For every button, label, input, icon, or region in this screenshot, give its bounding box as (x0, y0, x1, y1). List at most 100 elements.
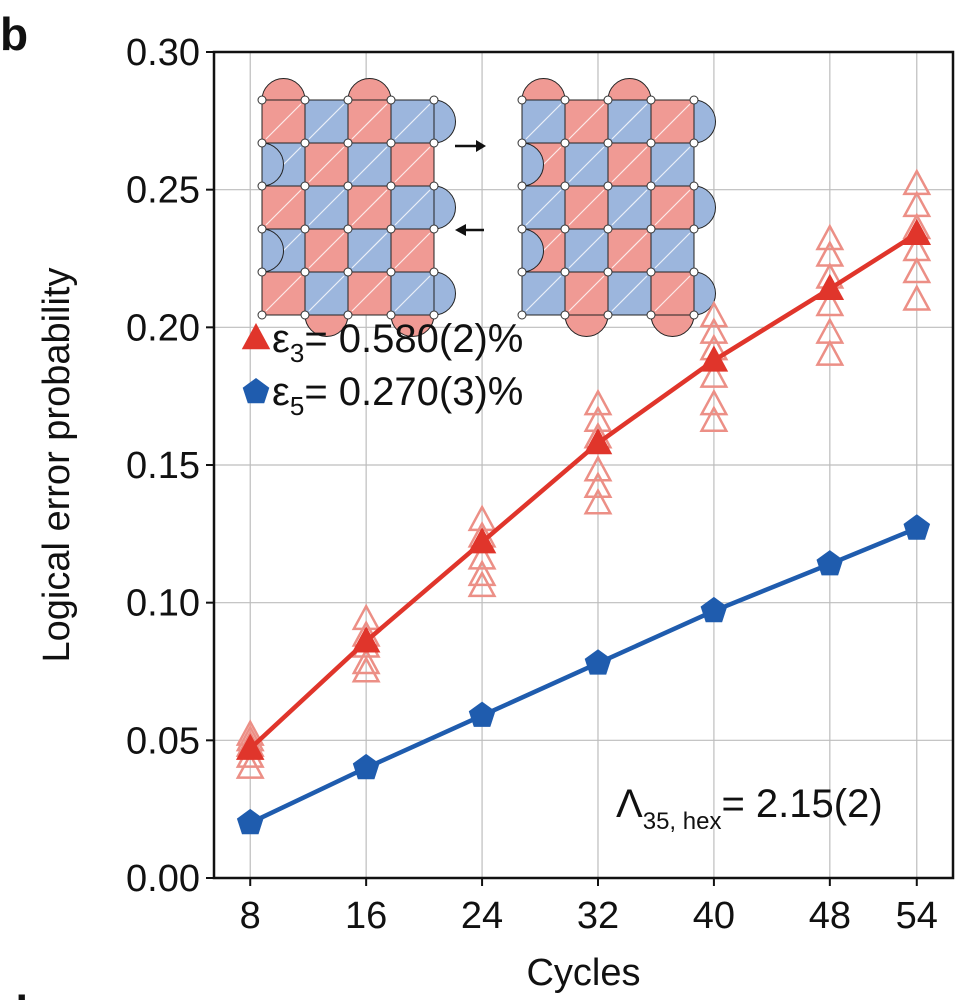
inset-boundary (433, 185, 456, 230)
inset-qubit (429, 138, 439, 148)
inset-qubit (429, 224, 439, 234)
inset-boundary (693, 271, 716, 316)
inset-qubit (343, 181, 353, 191)
inset-qubit (646, 95, 656, 105)
inset-qubit (386, 138, 396, 148)
inset-diagonal (611, 232, 648, 269)
marker-pentagon (903, 514, 931, 540)
inset-qubit (689, 181, 699, 191)
inset-diagonal (351, 146, 388, 183)
inset-diagonal (525, 189, 562, 226)
inset-diagonal (351, 275, 388, 312)
run-marker-triangle (699, 405, 729, 432)
inset-qubit (646, 267, 656, 277)
inset-diagonal (654, 146, 691, 183)
inset-boundary (304, 314, 349, 337)
inset-qubit (257, 224, 267, 234)
inset-qubit (517, 267, 527, 277)
inset-arrowhead (455, 224, 466, 236)
y-tick-label: 0.20 (126, 307, 200, 349)
run-marker-triangle (583, 471, 613, 499)
inset-qubit (429, 95, 439, 105)
inset-diagonal (265, 189, 302, 226)
run-marker-triangle (815, 339, 845, 366)
inset-boundary (693, 99, 716, 144)
inset-qubit (257, 138, 267, 148)
y-tick-label: 0.00 (126, 858, 200, 900)
marker-triangle (902, 218, 932, 245)
x-tick-label: 8 (240, 895, 261, 937)
run-marker-triangle (351, 655, 381, 683)
run-marker-triangle (902, 284, 932, 311)
run-marker-triangle (583, 388, 613, 416)
inset-boundary (261, 78, 306, 101)
lambda-symbol: Λ (616, 782, 643, 826)
inset-boundary (521, 78, 566, 101)
inset-qubit (300, 138, 310, 148)
x-tick-label: 48 (809, 895, 851, 937)
inset-diagonal (654, 275, 691, 312)
inset-arrowhead (476, 140, 486, 152)
series-layer (235, 168, 932, 835)
inset-diagonal (308, 232, 345, 269)
inset-qubit (689, 267, 699, 277)
inset-qubit (429, 267, 439, 277)
inset-diagonal (568, 146, 605, 183)
y-tick-label: 0.30 (126, 32, 200, 74)
inset-boundary (521, 228, 544, 273)
marker-pentagon (584, 649, 612, 675)
run-marker-triangle (583, 454, 613, 482)
legend-triangle-marker (241, 323, 271, 350)
marker-triangle (235, 733, 265, 760)
run-marker-triangle (699, 317, 729, 344)
inset-qubit (386, 310, 396, 320)
inset-qubit (603, 95, 613, 105)
legend-eps3-symbol: ε (272, 317, 290, 361)
marker-pentagon (700, 596, 728, 623)
x-axis-label: Cycles (526, 952, 640, 994)
inset-diagonal (611, 275, 648, 312)
inset-qubit (646, 138, 656, 148)
legend-pentagon-marker (242, 378, 270, 404)
inset-diagonal (394, 189, 431, 226)
inset-boundary (433, 99, 456, 144)
x-tick-label: 24 (461, 895, 503, 937)
legend-eps5-symbol: ε (272, 370, 290, 414)
inset-qubit (603, 138, 613, 148)
legend-eps3-subscript: 3 (290, 338, 304, 368)
inset-diagonal (525, 275, 562, 312)
surface-code-inset (257, 78, 716, 337)
marker-pentagon (816, 550, 844, 576)
inset-diagonal (611, 103, 648, 140)
inset-qubit (689, 95, 699, 105)
run-marker-triangle (583, 487, 613, 515)
inset-diagonal (611, 146, 648, 183)
run-marker-triangle (815, 289, 845, 317)
inset-qubit (300, 224, 310, 234)
inset-qubit (646, 224, 656, 234)
x-tick-label: 16 (345, 895, 387, 937)
inset-qubit (646, 310, 656, 320)
inset-qubit (603, 181, 613, 191)
inset-qubit (300, 181, 310, 191)
run-marker-triangle (815, 223, 845, 251)
inset-qubit (517, 310, 527, 320)
inset-qubit (689, 310, 699, 320)
inset-qubit (560, 310, 570, 320)
inset-qubit (429, 310, 439, 320)
lambda-value: = 2.15(2) (721, 782, 882, 826)
series-line-eps5 (249, 526, 918, 825)
inset-qubit (560, 267, 570, 277)
inset-qubit (560, 224, 570, 234)
inset-qubit (386, 95, 396, 105)
x-tick-label: 32 (577, 895, 619, 937)
marker-pentagon (468, 701, 496, 727)
lambda-annotation: Λ35, hex= 2.15(2) (616, 782, 883, 835)
inset-diagonal (568, 103, 605, 140)
plot-frame (212, 50, 955, 880)
inset-diagonal (351, 103, 388, 140)
inset-boundary (347, 78, 392, 101)
inset-diagonal (265, 275, 302, 312)
marker-pentagon (236, 808, 264, 835)
